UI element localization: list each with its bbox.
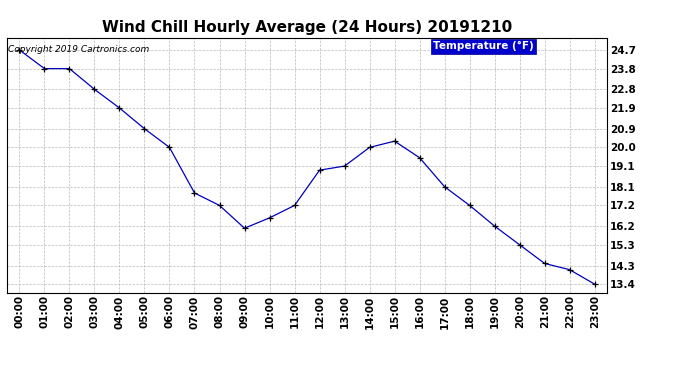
Text: Copyright 2019 Cartronics.com: Copyright 2019 Cartronics.com: [8, 45, 149, 54]
Text: Temperature (°F): Temperature (°F): [433, 41, 534, 51]
Title: Wind Chill Hourly Average (24 Hours) 20191210: Wind Chill Hourly Average (24 Hours) 201…: [102, 20, 512, 35]
